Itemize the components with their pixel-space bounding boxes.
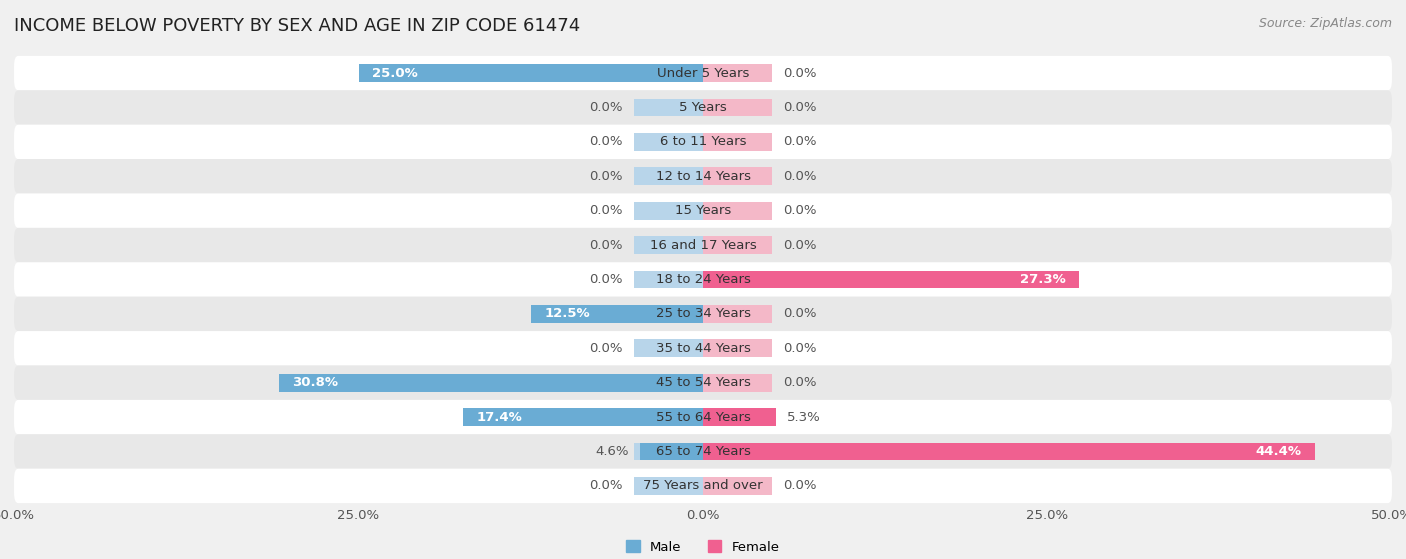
Bar xyxy=(634,305,703,323)
Bar xyxy=(703,98,772,116)
Bar xyxy=(703,374,772,392)
Text: 0.0%: 0.0% xyxy=(783,480,817,492)
Bar xyxy=(703,339,772,357)
Bar xyxy=(703,271,1080,288)
Bar xyxy=(531,305,703,323)
Text: 0.0%: 0.0% xyxy=(783,204,817,217)
FancyBboxPatch shape xyxy=(14,125,1392,159)
Text: 65 to 74 Years: 65 to 74 Years xyxy=(655,445,751,458)
Text: Source: ZipAtlas.com: Source: ZipAtlas.com xyxy=(1258,17,1392,30)
Text: 0.0%: 0.0% xyxy=(589,204,623,217)
Text: 35 to 44 Years: 35 to 44 Years xyxy=(655,342,751,355)
Text: 0.0%: 0.0% xyxy=(783,170,817,183)
Text: Under 5 Years: Under 5 Years xyxy=(657,67,749,79)
Text: 5 Years: 5 Years xyxy=(679,101,727,114)
Bar xyxy=(703,202,772,220)
Bar xyxy=(703,236,772,254)
Bar xyxy=(463,408,703,426)
Text: 15 Years: 15 Years xyxy=(675,204,731,217)
Bar xyxy=(359,64,703,82)
Text: 0.0%: 0.0% xyxy=(783,101,817,114)
FancyBboxPatch shape xyxy=(14,297,1392,331)
Bar xyxy=(634,477,703,495)
Text: 0.0%: 0.0% xyxy=(589,239,623,252)
Text: 75 Years and over: 75 Years and over xyxy=(643,480,763,492)
Text: 16 and 17 Years: 16 and 17 Years xyxy=(650,239,756,252)
Bar xyxy=(278,374,703,392)
Bar xyxy=(640,443,703,461)
Text: 0.0%: 0.0% xyxy=(783,135,817,148)
FancyBboxPatch shape xyxy=(14,262,1392,297)
FancyBboxPatch shape xyxy=(14,331,1392,366)
Bar xyxy=(703,443,1315,461)
Bar xyxy=(703,133,772,151)
Text: 27.3%: 27.3% xyxy=(1019,273,1066,286)
FancyBboxPatch shape xyxy=(14,159,1392,193)
Text: 0.0%: 0.0% xyxy=(783,67,817,79)
FancyBboxPatch shape xyxy=(14,366,1392,400)
Text: 0.0%: 0.0% xyxy=(783,307,817,320)
Bar xyxy=(634,167,703,185)
Text: 12.5%: 12.5% xyxy=(544,307,591,320)
Text: 0.0%: 0.0% xyxy=(783,239,817,252)
Text: 5.3%: 5.3% xyxy=(787,411,821,424)
Text: 0.0%: 0.0% xyxy=(589,101,623,114)
Text: 30.8%: 30.8% xyxy=(292,376,339,389)
Text: 17.4%: 17.4% xyxy=(477,411,523,424)
Bar xyxy=(703,408,776,426)
FancyBboxPatch shape xyxy=(14,434,1392,468)
Bar xyxy=(634,374,703,392)
Text: 0.0%: 0.0% xyxy=(589,480,623,492)
Bar xyxy=(703,271,772,288)
Bar xyxy=(359,64,703,82)
Text: 0.0%: 0.0% xyxy=(783,376,817,389)
Bar xyxy=(634,202,703,220)
FancyBboxPatch shape xyxy=(14,193,1392,228)
Text: 25 to 34 Years: 25 to 34 Years xyxy=(655,307,751,320)
Bar xyxy=(634,236,703,254)
FancyBboxPatch shape xyxy=(14,400,1392,434)
Text: 0.0%: 0.0% xyxy=(589,273,623,286)
Text: 25.0%: 25.0% xyxy=(373,67,418,79)
FancyBboxPatch shape xyxy=(14,228,1392,262)
Text: 6 to 11 Years: 6 to 11 Years xyxy=(659,135,747,148)
Text: 0.0%: 0.0% xyxy=(589,342,623,355)
Bar xyxy=(703,305,772,323)
Text: 4.6%: 4.6% xyxy=(595,445,628,458)
Text: 18 to 24 Years: 18 to 24 Years xyxy=(655,273,751,286)
Bar xyxy=(634,339,703,357)
Bar xyxy=(634,271,703,288)
FancyBboxPatch shape xyxy=(14,468,1392,503)
Bar xyxy=(703,64,772,82)
Bar xyxy=(703,477,772,495)
Bar xyxy=(634,64,703,82)
Text: 12 to 14 Years: 12 to 14 Years xyxy=(655,170,751,183)
Bar xyxy=(634,98,703,116)
FancyBboxPatch shape xyxy=(14,91,1392,125)
Bar xyxy=(703,167,772,185)
Text: INCOME BELOW POVERTY BY SEX AND AGE IN ZIP CODE 61474: INCOME BELOW POVERTY BY SEX AND AGE IN Z… xyxy=(14,17,581,35)
Bar xyxy=(703,408,772,426)
Text: 0.0%: 0.0% xyxy=(783,342,817,355)
Bar xyxy=(278,374,703,392)
Bar xyxy=(634,133,703,151)
Text: 55 to 64 Years: 55 to 64 Years xyxy=(655,411,751,424)
Bar xyxy=(463,408,703,426)
Text: 45 to 54 Years: 45 to 54 Years xyxy=(655,376,751,389)
Text: 0.0%: 0.0% xyxy=(589,135,623,148)
Bar xyxy=(634,443,703,461)
Text: 0.0%: 0.0% xyxy=(589,170,623,183)
Legend: Male, Female: Male, Female xyxy=(621,535,785,559)
Bar xyxy=(531,305,703,323)
Text: 44.4%: 44.4% xyxy=(1256,445,1301,458)
Bar xyxy=(640,443,703,461)
Bar xyxy=(634,408,703,426)
Bar xyxy=(703,443,772,461)
FancyBboxPatch shape xyxy=(14,56,1392,91)
